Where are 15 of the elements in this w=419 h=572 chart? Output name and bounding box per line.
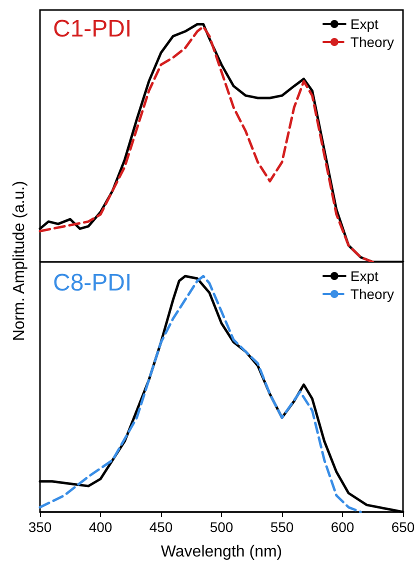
legend-label: Theory xyxy=(350,34,394,50)
x-tick-label: 450 xyxy=(149,519,173,535)
x-tick-label: 550 xyxy=(270,519,294,535)
x-tick-label: 350 xyxy=(28,519,52,535)
x-axis-title: Wavelength (nm) xyxy=(160,544,282,560)
y-axis-title: Norm. Amplitude (a.u.) xyxy=(11,180,29,342)
chart-title: C1-PDI xyxy=(53,16,132,42)
legend-label: Expt xyxy=(350,268,379,284)
x-tick-label: 400 xyxy=(88,519,112,535)
x-tick-label: 650 xyxy=(391,519,415,535)
legend-label: Expt xyxy=(350,16,379,32)
x-tick-label: 500 xyxy=(210,519,234,535)
legend-label: Theory xyxy=(350,286,394,302)
chart-title: C8-PDI xyxy=(53,270,132,296)
x-tick-label: 600 xyxy=(330,519,354,535)
